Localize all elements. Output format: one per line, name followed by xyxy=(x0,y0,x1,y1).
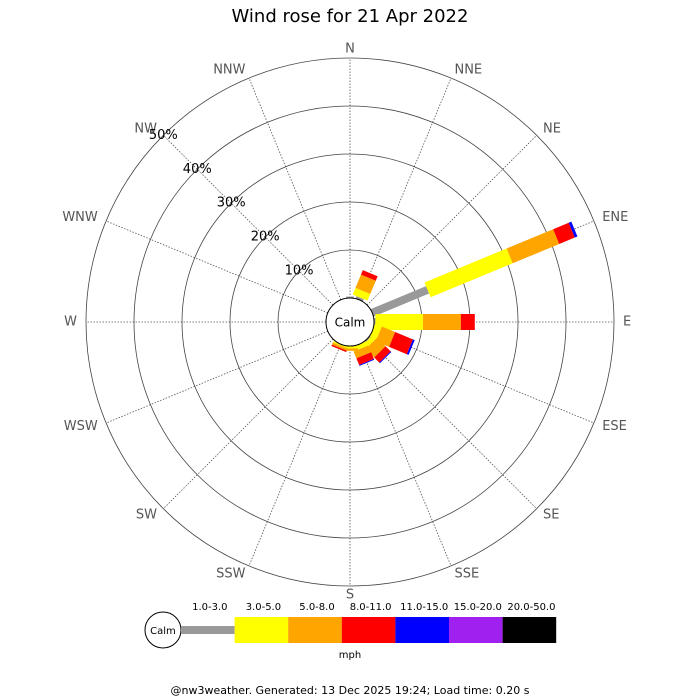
direction-label: S xyxy=(346,588,354,603)
legend-label: 5.0-8.0 xyxy=(299,602,334,613)
direction-label: ENE xyxy=(602,210,628,225)
bar-segment xyxy=(460,314,475,330)
bar-segment xyxy=(355,296,364,302)
legend-swatch xyxy=(395,617,449,643)
ring-label: 10% xyxy=(285,264,314,279)
bar-segment xyxy=(356,352,374,365)
bar-segment xyxy=(355,274,376,295)
spoke xyxy=(105,330,328,424)
bar-segment xyxy=(553,222,575,244)
direction-label: WNW xyxy=(62,210,98,225)
ring-label: 40% xyxy=(183,162,212,177)
legend-unit: mph xyxy=(339,650,361,661)
bar-segment xyxy=(506,229,560,264)
bar-segment xyxy=(331,342,348,351)
direction-label: ESE xyxy=(602,419,627,434)
legend-label: 3.0-5.0 xyxy=(246,602,281,613)
bar-segment xyxy=(379,351,392,364)
legend-calm-label: Calm xyxy=(150,626,176,637)
footer: @nw3weather. Generated: 13 Dec 2025 19:2… xyxy=(171,684,530,697)
direction-label: SW xyxy=(136,508,157,523)
bar-segment xyxy=(424,248,513,298)
legend-label: 15.0-20.0 xyxy=(454,602,502,613)
spoke xyxy=(366,135,537,306)
bar-segment xyxy=(568,221,578,238)
direction-label: NNW xyxy=(213,62,245,77)
direction-label: NE xyxy=(543,121,561,136)
ring-label: 20% xyxy=(251,230,280,245)
bar-segment xyxy=(375,314,423,330)
bar-segment xyxy=(374,346,391,363)
direction-label: E xyxy=(623,315,631,330)
legend-swatch xyxy=(181,626,235,634)
bar-segment xyxy=(353,345,372,359)
legend-label: 8.0-11.0 xyxy=(350,602,392,613)
direction-label: SSW xyxy=(216,567,246,582)
ring xyxy=(133,105,567,539)
spoke xyxy=(358,344,452,567)
spoke xyxy=(358,77,452,300)
chart-title: Wind rose for 21 Apr 2022 xyxy=(232,6,469,27)
direction-label: NNE xyxy=(454,62,482,77)
spoke xyxy=(163,135,334,306)
direction-label: W xyxy=(64,315,77,330)
bar-segment xyxy=(331,344,347,353)
bar-segment xyxy=(406,339,415,355)
direction-label: SSE xyxy=(454,567,479,582)
direction-label: WSW xyxy=(64,419,98,434)
legend-label: 11.0-15.0 xyxy=(400,602,448,613)
bar-segment xyxy=(352,287,371,301)
bar-segment xyxy=(332,341,349,349)
ring-label: 30% xyxy=(217,196,246,211)
spoke xyxy=(105,220,328,314)
bar-segment xyxy=(389,332,413,355)
bar-segment xyxy=(360,270,378,281)
legend-label: 1.0-3.0 xyxy=(192,602,227,613)
spoke xyxy=(366,338,537,509)
legend-swatch xyxy=(502,617,557,643)
bar-segment xyxy=(370,286,430,317)
bar-segment xyxy=(359,358,375,366)
legend-swatch xyxy=(449,617,503,643)
direction-label: SE xyxy=(543,508,559,523)
spoke xyxy=(248,344,342,567)
bar-segment xyxy=(422,314,461,330)
spoke xyxy=(248,77,342,300)
ring-label: 50% xyxy=(149,128,178,143)
bar-segment xyxy=(364,336,371,343)
ring xyxy=(85,57,615,587)
legend-swatch xyxy=(234,617,289,643)
ring xyxy=(181,153,519,491)
direction-label: NW xyxy=(134,121,157,136)
legend-label: 20.0-50.0 xyxy=(507,602,555,613)
calm-circle xyxy=(325,297,375,347)
direction-label: N xyxy=(345,42,355,57)
calm-label: Calm xyxy=(335,316,366,330)
spoke xyxy=(163,338,334,509)
legend-swatch xyxy=(288,617,342,643)
legend-swatch xyxy=(341,617,396,643)
